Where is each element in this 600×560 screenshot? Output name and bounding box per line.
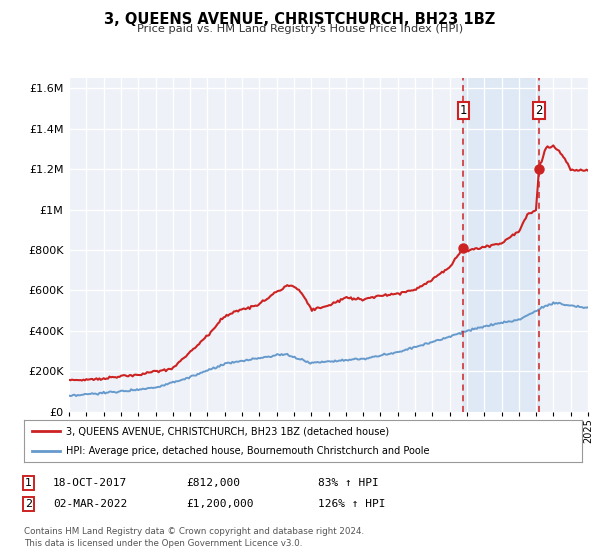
Text: 3, QUEENS AVENUE, CHRISTCHURCH, BH23 1BZ (detached house): 3, QUEENS AVENUE, CHRISTCHURCH, BH23 1BZ…: [66, 426, 389, 436]
Text: £812,000: £812,000: [186, 478, 240, 488]
Text: £1,200,000: £1,200,000: [186, 499, 254, 509]
Text: 02-MAR-2022: 02-MAR-2022: [53, 499, 127, 509]
Text: 2: 2: [25, 499, 32, 509]
Bar: [463, 78, 539, 412]
Text: 1: 1: [460, 104, 467, 117]
Text: 126% ↑ HPI: 126% ↑ HPI: [318, 499, 386, 509]
Text: 2: 2: [535, 104, 542, 117]
Text: 1: 1: [25, 478, 32, 488]
Text: This data is licensed under the Open Government Licence v3.0.: This data is licensed under the Open Gov…: [24, 539, 302, 548]
Text: 83% ↑ HPI: 83% ↑ HPI: [318, 478, 379, 488]
Text: 18-OCT-2017: 18-OCT-2017: [53, 478, 127, 488]
Text: 3, QUEENS AVENUE, CHRISTCHURCH, BH23 1BZ: 3, QUEENS AVENUE, CHRISTCHURCH, BH23 1BZ: [104, 12, 496, 27]
Text: Contains HM Land Registry data © Crown copyright and database right 2024.: Contains HM Land Registry data © Crown c…: [24, 528, 364, 536]
Text: HPI: Average price, detached house, Bournemouth Christchurch and Poole: HPI: Average price, detached house, Bour…: [66, 446, 430, 456]
Text: Price paid vs. HM Land Registry's House Price Index (HPI): Price paid vs. HM Land Registry's House …: [137, 24, 463, 34]
